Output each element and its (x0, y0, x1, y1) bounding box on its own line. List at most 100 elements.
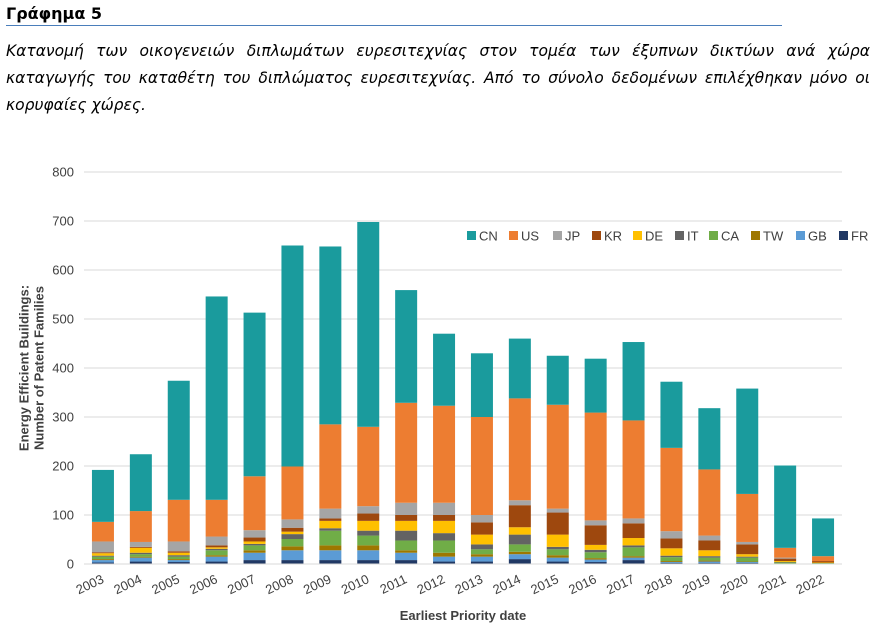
bar-segment-ca-2007 (243, 545, 266, 551)
bar-segment-ca-2013 (470, 549, 493, 555)
x-tick-label: 2018 (642, 571, 675, 597)
bar-segment-gb-2011 (395, 552, 418, 561)
bar-segment-tw-2013 (470, 554, 493, 557)
bar-segment-kr-2022 (812, 561, 835, 563)
bar-segment-us-2007 (243, 476, 266, 531)
bar-segment-gb-2005 (167, 560, 190, 563)
bar-segment-us-2022 (812, 556, 835, 562)
bar-segment-it-2008 (281, 534, 304, 540)
bar-segment-cn-2013 (470, 353, 493, 417)
bar-segment-ca-2019 (698, 557, 721, 561)
bar-segment-fr-2009 (319, 560, 342, 564)
legend-swatch-cn (467, 231, 476, 240)
bar-segment-de-2019 (698, 550, 721, 557)
x-tick-label: 2013 (453, 571, 486, 597)
bar-segment-cn-2012 (433, 333, 456, 406)
x-tick-label: 2011 (378, 571, 410, 596)
bar-segment-cn-2020 (736, 388, 759, 494)
bar-segment-it-2009 (319, 528, 342, 531)
y-tick-label: 100 (52, 508, 74, 523)
bar-segment-de-2013 (470, 534, 493, 545)
bar-segment-de-2004 (129, 547, 152, 553)
bar-segment-ca-2003 (91, 556, 114, 560)
legend-swatch-fr (839, 231, 848, 240)
bar-segment-kr-2013 (470, 522, 493, 535)
bar-segment-us-2004 (129, 511, 152, 542)
bar-segment-jp-2015 (546, 508, 569, 513)
bar-segment-de-2008 (281, 531, 304, 535)
bar-segment-cn-2015 (546, 355, 569, 405)
bar-segment-gb-2009 (319, 550, 342, 561)
bar-segment-it-2012 (433, 533, 456, 541)
bar-segment-gb-2007 (243, 552, 266, 561)
y-tick-label: 700 (52, 214, 74, 229)
bar-segment-us-2012 (433, 405, 456, 503)
bar-segment-fr-2017 (622, 560, 645, 564)
bar-segment-jp-2020 (736, 541, 759, 545)
y-tick-label: 600 (52, 263, 74, 278)
legend-swatch-kr (592, 231, 601, 240)
bar-segment-it-2018 (660, 555, 683, 558)
bar-segment-de-2016 (584, 544, 607, 550)
bar-segment-us-2008 (281, 466, 304, 520)
y-tick-label: 800 (52, 165, 74, 180)
y-tick-label: 0 (67, 557, 74, 572)
bar-segment-us-2014 (508, 398, 531, 501)
bar-segment-kr-2006 (205, 545, 228, 548)
x-tick-label: 2022 (794, 571, 827, 597)
bar-segment-us-2013 (470, 417, 493, 515)
bar-segment-it-2014 (508, 534, 531, 545)
legend-label-ca: CA (721, 229, 739, 244)
bar-segment-cn-2007 (243, 312, 266, 477)
bar-segment-tw-2009 (319, 545, 342, 551)
x-tick-label: 2005 (149, 571, 182, 597)
legend-label-it: IT (687, 229, 699, 244)
bar-segment-de-2015 (546, 534, 569, 547)
legend-label-gb: GB (808, 229, 827, 244)
legend-label-cn: CN (479, 229, 498, 244)
bar-segment-cn-2009 (319, 246, 342, 425)
bar-segment-tw-2014 (508, 551, 531, 555)
bar-segment-jp-2018 (660, 531, 683, 539)
bar-segment-cn-2014 (508, 338, 531, 399)
bar-segment-gb-2004 (129, 557, 152, 562)
x-tick-label: 2007 (225, 571, 258, 597)
bar-segment-tw-2015 (546, 555, 569, 558)
x-tick-label: 2020 (718, 571, 751, 597)
x-tick-label: 2017 (604, 571, 637, 597)
bar-segment-kr-2010 (357, 513, 380, 521)
bar-segment-kr-2014 (508, 505, 531, 528)
bar-segment-kr-2020 (736, 544, 759, 555)
bar-segment-gb-2019 (698, 561, 721, 564)
bar-segment-tw-2016 (584, 558, 607, 560)
bar-segment-kr-2008 (281, 527, 304, 532)
bar-segment-jp-2014 (508, 500, 531, 506)
bar-segment-fr-2010 (357, 560, 380, 564)
bar-segment-de-2018 (660, 548, 683, 556)
bar-segment-us-2017 (622, 420, 645, 519)
x-axis-title: Earliest Priority date (400, 608, 526, 623)
bar-segment-de-2020 (736, 554, 759, 557)
bar-segment-ca-2010 (357, 535, 380, 546)
legend-label-jp: JP (565, 229, 580, 244)
legend-label-tw: TW (763, 229, 784, 244)
y-axis-title: Energy Efficient Buildings:Number of Pat… (17, 285, 47, 451)
bar-segment-tw-2003 (91, 559, 114, 561)
bar-segment-cn-2008 (281, 245, 304, 467)
bar-segment-jp-2008 (281, 519, 304, 528)
bar-segment-kr-2009 (319, 518, 342, 521)
bar-segment-gb-2014 (508, 554, 531, 560)
bar-segment-tw-2019 (698, 560, 721, 562)
bar-segment-de-2006 (205, 547, 228, 549)
bar-segment-jp-2012 (433, 502, 456, 515)
legend-swatch-us (509, 231, 518, 240)
bar-segment-it-2003 (91, 555, 114, 557)
bar-segment-kr-2017 (622, 523, 645, 539)
bar-segment-ca-2011 (395, 540, 418, 551)
x-tick-label: 2012 (415, 571, 448, 597)
bar-segment-us-2020 (736, 493, 759, 542)
bar-segment-jp-2006 (205, 536, 228, 546)
bar-segment-de-2010 (357, 520, 380, 531)
heading-rule (6, 25, 782, 26)
y-tick-label: 200 (52, 459, 74, 474)
